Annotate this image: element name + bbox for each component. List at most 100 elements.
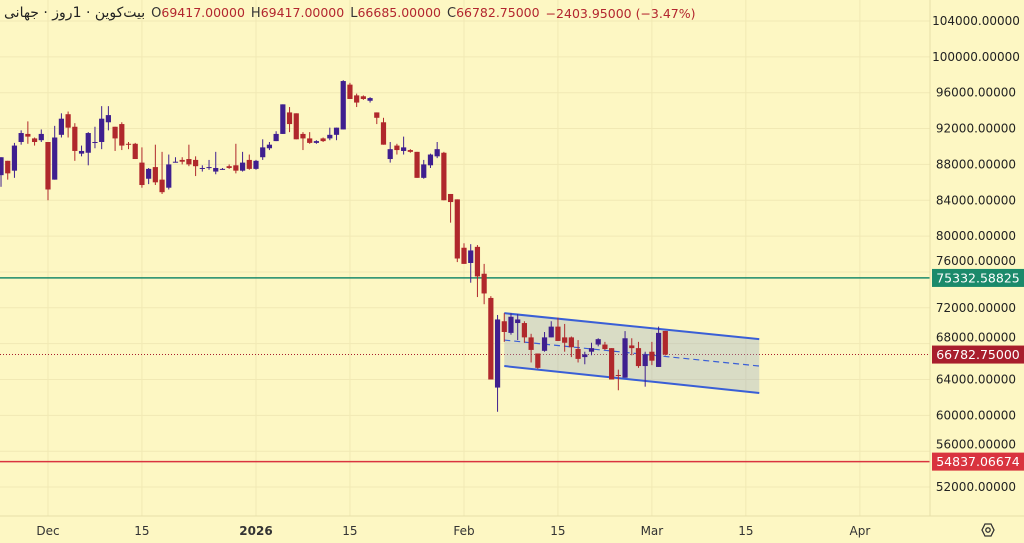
candle	[193, 156, 199, 177]
y-tick-label: 96000.00000	[936, 86, 1016, 100]
candle	[588, 342, 595, 356]
ohlc-close: C66782.75000	[446, 5, 540, 21]
candle	[293, 113, 299, 140]
candle-body	[0, 157, 4, 176]
candle-body	[609, 348, 615, 380]
candle-body	[52, 137, 58, 180]
candle	[508, 313, 514, 335]
candle-body	[629, 345, 635, 349]
candle-body	[18, 133, 24, 142]
x-tick-label: 2026	[239, 524, 272, 538]
candle	[622, 331, 628, 378]
candle	[112, 126, 118, 151]
price-axis[interactable]: 104000.00000 100000.00000 96000.00000 92000…	[932, 14, 1020, 494]
candle-body	[508, 316, 514, 333]
candle-body	[159, 179, 165, 193]
x-tick-label: 15	[342, 524, 357, 538]
time-axis[interactable]: Dec 15 2026 15 Feb 15 Mar 15 Apr	[36, 524, 870, 538]
channel-upper-line	[504, 312, 760, 341]
candle	[441, 151, 447, 201]
candles	[0, 80, 668, 412]
candle	[85, 132, 91, 166]
candle	[494, 314, 501, 412]
price-marker-label: 54837.06674	[936, 454, 1020, 469]
candle	[548, 321, 554, 338]
last-price-marker	[932, 345, 1024, 364]
candle	[253, 159, 259, 170]
candle-body	[233, 165, 239, 171]
candle	[360, 95, 366, 100]
candle-body	[253, 160, 259, 169]
candle	[226, 164, 232, 169]
candle-body	[481, 273, 487, 294]
candle-body	[146, 168, 152, 179]
candle	[307, 132, 313, 144]
candle	[313, 140, 319, 144]
candle-body	[327, 134, 333, 139]
candle-body	[656, 332, 662, 367]
candle-body	[5, 160, 11, 174]
candle-body	[380, 122, 387, 145]
candle-body	[387, 149, 393, 160]
candle	[327, 127, 333, 141]
candle-body	[219, 168, 226, 170]
candle	[213, 151, 219, 175]
candle-body	[642, 354, 648, 367]
candle-body	[501, 321, 507, 332]
candle	[394, 143, 400, 155]
candle-body	[394, 145, 400, 151]
ohlc-open: O69417.00000	[151, 5, 245, 21]
y-tick-label: 104000.00000	[932, 14, 1020, 28]
candle-body	[568, 337, 574, 348]
candle-body	[582, 354, 588, 358]
candle	[454, 199, 460, 263]
x-tick-label: Apr	[850, 524, 871, 538]
ohlc-high: H69417.00000	[250, 5, 345, 21]
candle	[340, 80, 346, 130]
candle	[105, 106, 111, 131]
candle-body	[333, 127, 340, 135]
settings-icon[interactable]	[981, 523, 995, 537]
candle	[239, 151, 246, 172]
candle	[427, 153, 434, 168]
candle	[25, 121, 31, 144]
candle	[515, 314, 521, 341]
candle-body	[307, 138, 313, 143]
candle	[11, 142, 18, 178]
candle-body	[112, 126, 118, 139]
candle	[5, 160, 11, 180]
ohlc-change: −2403.95000 (−3.47%)	[545, 5, 696, 21]
candle	[555, 317, 561, 341]
last-price-label: 66782.75000	[936, 347, 1020, 362]
x-tick-label: 15	[134, 524, 149, 538]
candle	[501, 313, 507, 342]
candle	[132, 142, 138, 160]
candle-body	[293, 113, 299, 140]
candle	[609, 348, 615, 380]
candle-body	[535, 353, 541, 368]
candle-body	[649, 351, 655, 361]
y-tick-label: 52000.00000	[936, 480, 1016, 494]
candle-body	[45, 141, 51, 190]
candle	[58, 113, 65, 138]
candle-body	[421, 164, 427, 178]
candle	[45, 141, 51, 201]
price-marker-label: 75332.58825	[936, 270, 1020, 285]
candle-body	[528, 337, 534, 350]
candle	[354, 93, 360, 108]
candle	[662, 330, 668, 356]
candle-body	[555, 326, 561, 341]
candle	[562, 323, 568, 352]
symbol-title[interactable]: بیت‌کوین · 1روز · جهانی	[4, 5, 146, 21]
candle	[528, 333, 534, 363]
candle-body	[273, 133, 279, 142]
candle	[65, 111, 71, 138]
price-marker	[932, 452, 1024, 471]
candle-body	[105, 115, 111, 123]
candle	[78, 145, 85, 157]
candle	[280, 104, 286, 134]
candle	[401, 136, 407, 155]
candle-body	[85, 133, 91, 153]
candle-body	[99, 118, 105, 142]
